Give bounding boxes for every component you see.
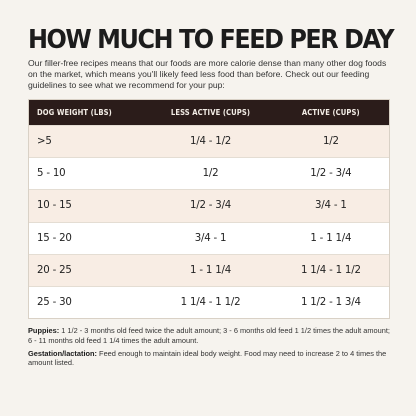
cell-dog-weight: 10 - 15 <box>37 200 72 212</box>
gestation-text: Feed enough to maintain ideal body weigh… <box>28 348 387 368</box>
header-less-active: LESS ACTIVE (CUPS) <box>170 107 251 117</box>
cell-less-active: 1 1/4 - 1 1/2 <box>180 297 241 309</box>
cell-active: 1 - 1 1/4 <box>310 232 352 244</box>
page-title: HOW MUCH TO FEED PER DAY <box>28 25 395 55</box>
cell-less-active: 1 - 1 1/4 <box>190 264 231 276</box>
table-row: 15 - 20 3/4 - 1 1 - 1 1/4 <box>29 221 389 254</box>
table-row: >5 1/4 - 1/2 1/2 <box>29 124 389 157</box>
puppies-label: Puppies: <box>28 326 60 336</box>
gestation-label: Gestation/lactation: <box>28 348 97 358</box>
table-row: 5 - 10 1/2 1/2 - 3/4 <box>29 156 389 190</box>
puppies-note: Puppies: 1 1/2 - 3 months old feed twice… <box>28 326 390 345</box>
cell-less-active: 1/2 <box>202 168 219 180</box>
cell-active: 3/4 - 1 <box>315 200 347 212</box>
cell-active: 1/2 <box>322 135 339 147</box>
cell-dog-weight: 5 - 10 <box>37 168 66 180</box>
cell-less-active: 1/4 - 1/2 <box>189 135 232 147</box>
feeding-guide: HOW MUCH TO FEED PER DAY Our filler-free… <box>28 25 395 371</box>
table-row: 25 - 30 1 1/4 - 1 1/2 1 1/2 - 1 3/4 <box>29 286 389 319</box>
cell-active: 1/2 - 3/4 <box>310 168 352 180</box>
table-row: 20 - 25 1 - 1 1/4 1 1/4 - 1 1/2 <box>29 253 389 287</box>
puppies-text: 1 1/2 - 3 months old feed twice the adul… <box>28 326 390 345</box>
cell-dog-weight: >5 <box>37 135 52 147</box>
table-body: >5 1/4 - 1/2 1/2 5 - 10 1/2 1/2 - 3/4 10… <box>29 124 389 319</box>
header-active: ACTIVE (CUPS) <box>301 107 360 117</box>
cell-active: 1 1/4 - 1 1/2 <box>300 264 361 276</box>
table-row: 10 - 15 1/2 - 3/4 3/4 - 1 <box>29 189 389 222</box>
feeding-notes: Puppies: 1 1/2 - 3 months old feed twice… <box>28 326 390 367</box>
cell-less-active: 1/2 - 3/4 <box>189 200 232 212</box>
cell-dog-weight: 15 - 20 <box>37 232 72 244</box>
intro-paragraph: Our filler-free recipes means that our f… <box>28 58 387 91</box>
cell-dog-weight: 20 - 25 <box>37 264 72 276</box>
header-dog-weight: DOG WEIGHT (LBS) <box>37 107 112 117</box>
table-header: DOG WEIGHT (LBS) LESS ACTIVE (CUPS) ACTI… <box>29 99 389 125</box>
cell-dog-weight: 25 - 30 <box>37 297 72 309</box>
feeding-table: DOG WEIGHT (LBS) LESS ACTIVE (CUPS) ACTI… <box>28 98 390 320</box>
cell-active: 1 1/2 - 1 3/4 <box>300 297 361 309</box>
cell-less-active: 3/4 - 1 <box>194 232 227 244</box>
gestation-note: Gestation/lactation: Feed enough to main… <box>28 349 390 368</box>
